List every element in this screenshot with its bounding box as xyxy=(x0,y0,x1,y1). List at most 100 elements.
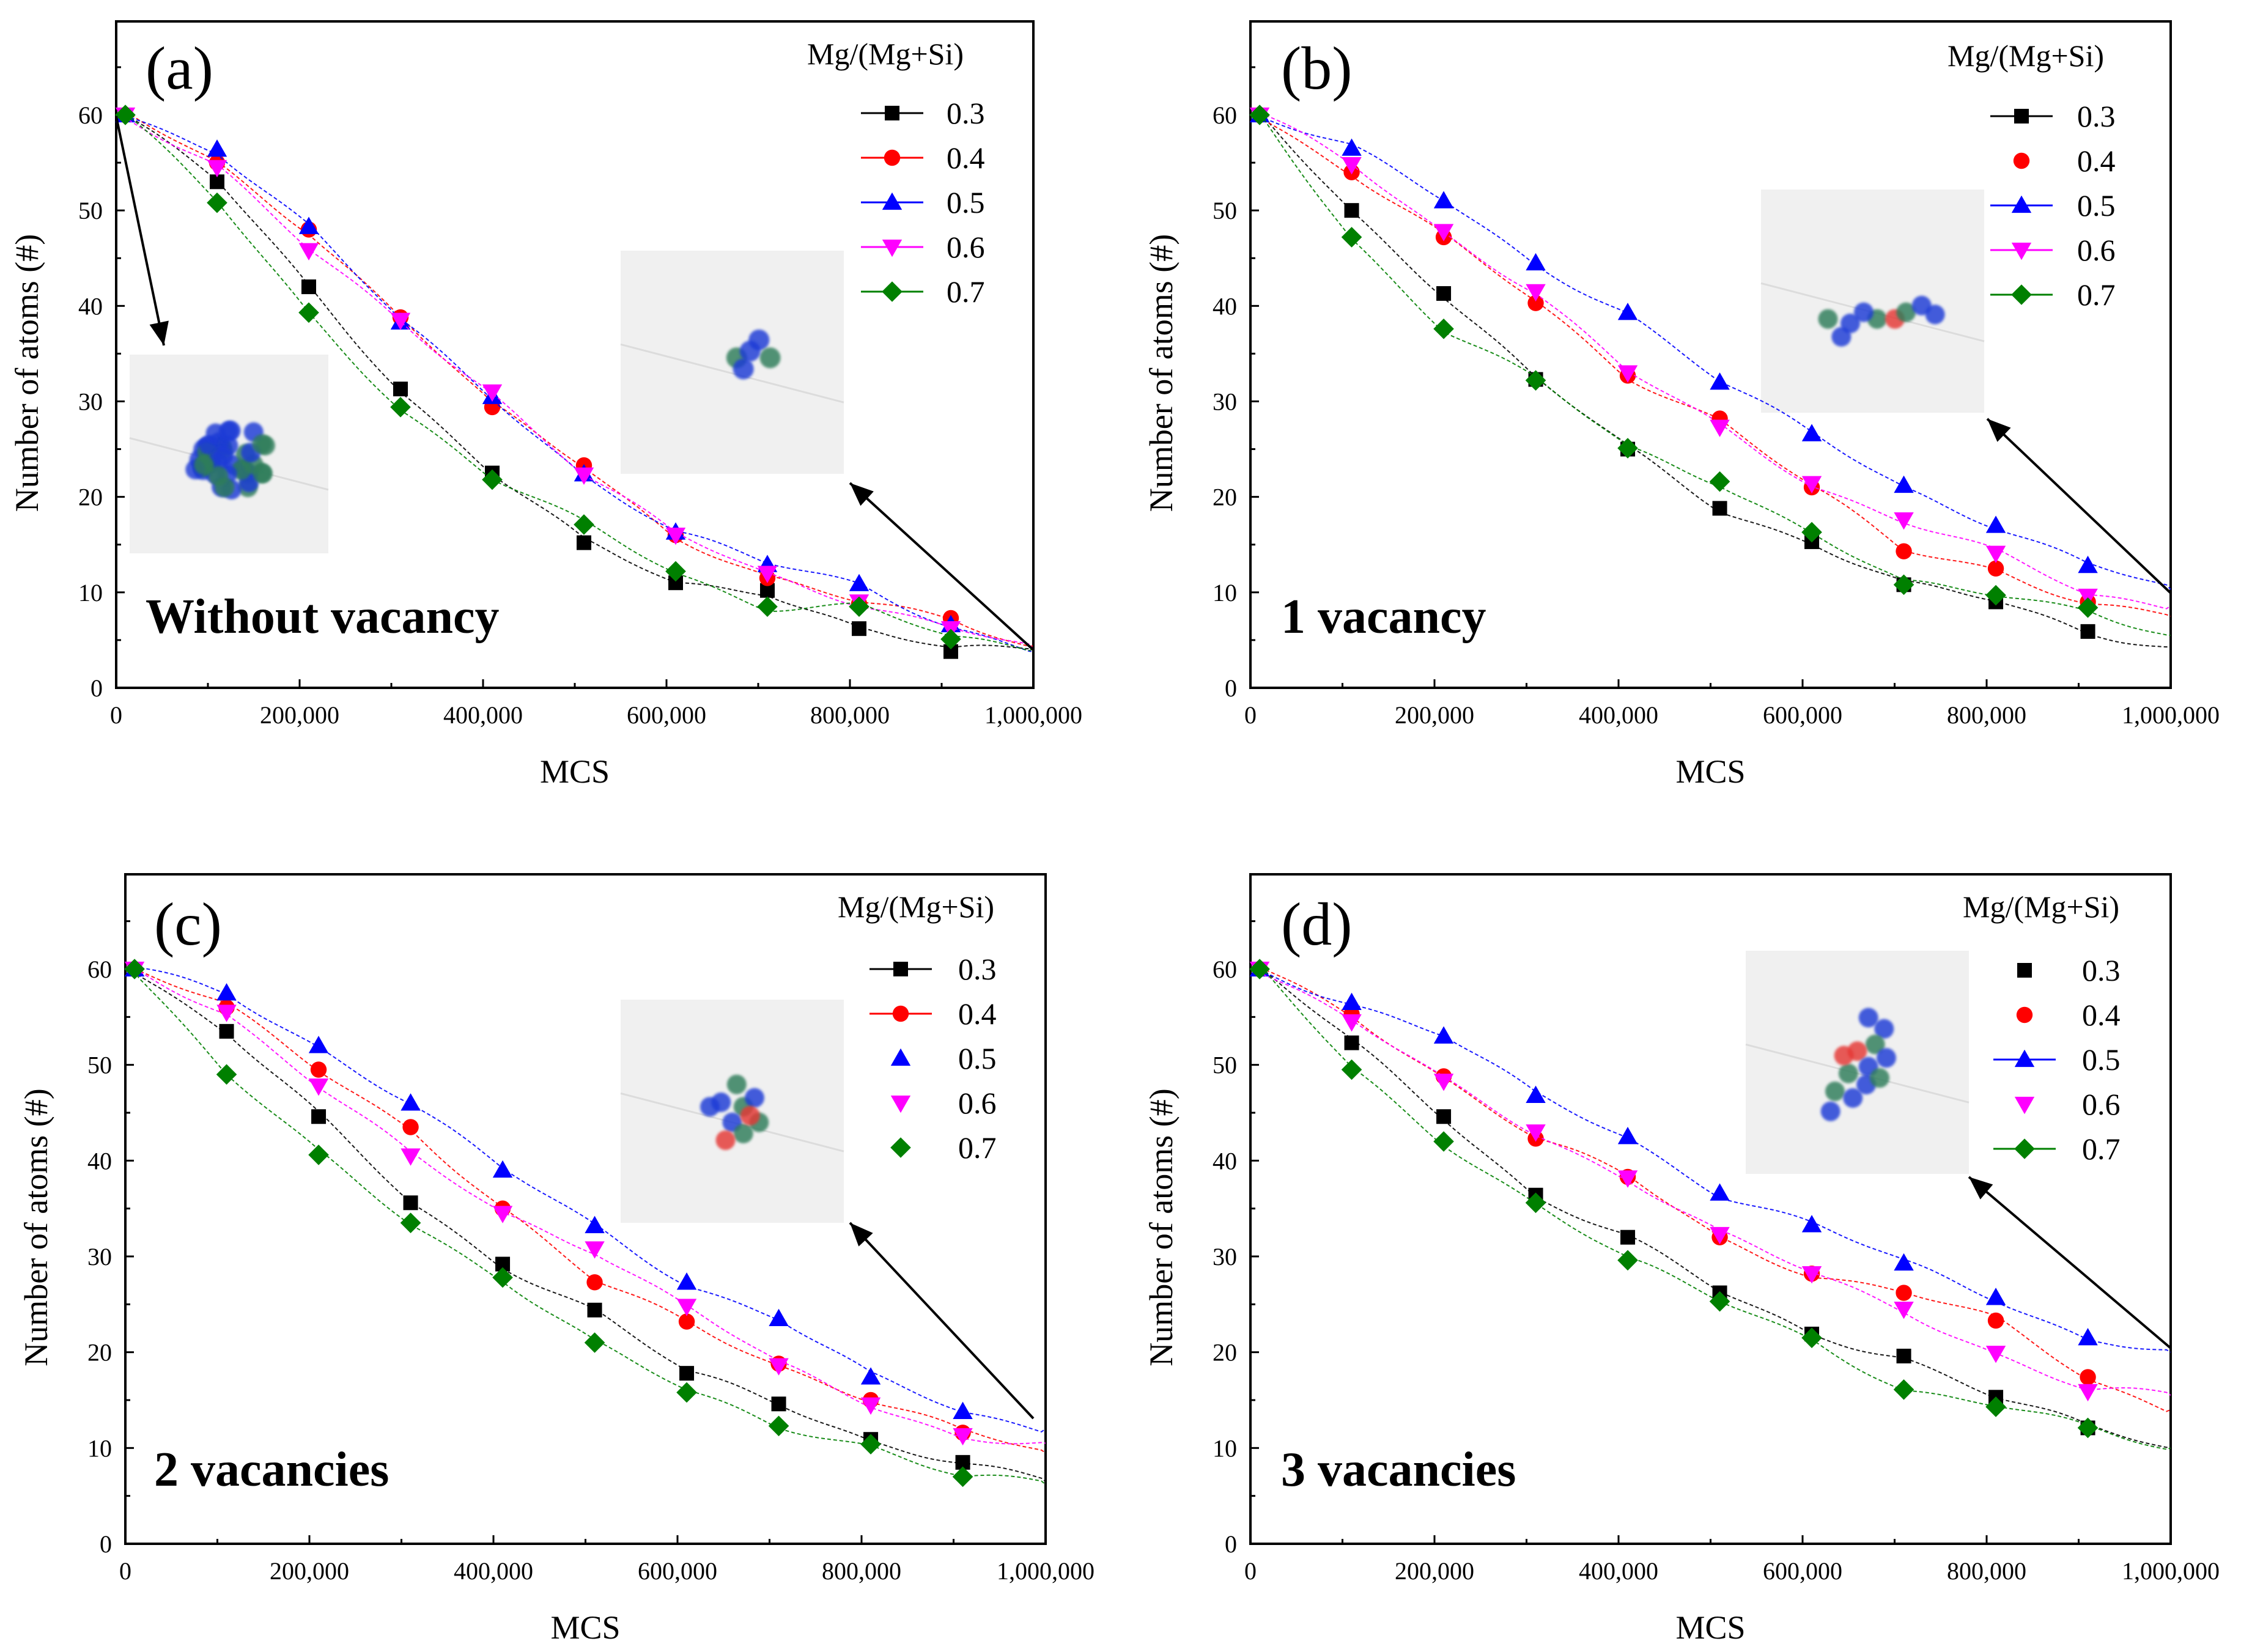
arrow-final-head xyxy=(850,1223,873,1247)
legend-label: 0.5 xyxy=(958,1041,997,1075)
atom xyxy=(726,1074,747,1094)
y-tick-label: 0 xyxy=(90,674,103,702)
panel-label: (b) xyxy=(1281,34,1353,102)
legend-entry: 0.3 xyxy=(861,96,985,130)
legend-label: 0.7 xyxy=(2077,278,2116,312)
data-point xyxy=(574,467,594,485)
y-tick-label: 60 xyxy=(78,101,103,129)
x-tick-label: 800,000 xyxy=(1947,701,2026,729)
data-point xyxy=(1433,1131,1454,1152)
data-point xyxy=(584,1332,605,1353)
x-tick-label: 0 xyxy=(119,1557,131,1585)
y-tick-label: 10 xyxy=(78,579,103,607)
inset-cluster-initial xyxy=(129,355,329,553)
data-point xyxy=(1526,1085,1546,1103)
data-point xyxy=(2011,195,2032,213)
atom xyxy=(1865,1034,1885,1055)
legend-entry: 0.6 xyxy=(2014,1087,2121,1121)
legend: Mg/(Mg+Si) 0.3 0.4 0.5 0.6 0.7 xyxy=(1963,890,2121,1166)
data-point xyxy=(298,243,319,260)
data-point xyxy=(882,239,903,257)
data-point xyxy=(301,279,316,295)
x-tick-label: 800,000 xyxy=(810,701,890,729)
legend-entry: 0.5 xyxy=(890,1041,997,1075)
data-point xyxy=(1526,284,1546,302)
x-axis-title: MCS xyxy=(1675,753,1745,790)
y-tick-label: 40 xyxy=(1213,292,1237,320)
legend-entry: 0.5 xyxy=(861,185,985,219)
y-tick-label: 20 xyxy=(1213,1339,1237,1366)
inset-cluster-final-plane xyxy=(620,343,844,404)
atom xyxy=(759,347,781,369)
data-point xyxy=(216,983,237,1001)
data-point xyxy=(1985,584,2006,606)
legend-label: 0.4 xyxy=(2082,998,2121,1032)
atom xyxy=(1831,326,1852,347)
data-point xyxy=(676,1272,697,1290)
data-point xyxy=(2014,1049,2035,1068)
legend-entry: 0.5 xyxy=(1990,188,2116,223)
legend: Mg/(Mg+Si) 0.3 0.4 0.5 0.6 0.7 xyxy=(1947,39,2116,312)
data-point xyxy=(882,192,903,210)
atom xyxy=(218,421,238,441)
atom xyxy=(1896,302,1916,322)
y-tick-label: 30 xyxy=(1213,388,1237,416)
y-tick-label: 20 xyxy=(78,484,103,511)
legend-label: 0.3 xyxy=(958,952,997,986)
data-point xyxy=(586,1274,603,1291)
atom xyxy=(1858,1008,1878,1028)
data-point xyxy=(1433,224,1454,242)
data-point xyxy=(1617,1126,1638,1145)
series-0-3 xyxy=(1252,962,2171,1449)
arrow-final-head xyxy=(850,483,874,506)
y-axis-title: Number of atoms (#) xyxy=(18,1088,54,1366)
data-point xyxy=(585,1241,605,1259)
atom xyxy=(1870,1068,1889,1088)
x-tick-label: 400,000 xyxy=(454,1557,533,1585)
legend-label: 0.6 xyxy=(958,1086,997,1120)
y-tick-label: 0 xyxy=(1225,674,1237,702)
data-point xyxy=(1987,1312,2004,1329)
atom xyxy=(1838,1063,1858,1083)
x-tick-label: 1,000,000 xyxy=(2122,701,2220,729)
condition-label: 2 vacancies xyxy=(154,1443,389,1497)
data-point xyxy=(893,962,908,976)
data-point xyxy=(207,192,227,213)
data-point xyxy=(952,1466,973,1488)
data-point xyxy=(665,561,686,582)
inset-cluster-final xyxy=(620,251,844,474)
series-0-5 xyxy=(1249,959,2171,1353)
legend-label: 0.5 xyxy=(2077,188,2116,223)
data-point xyxy=(953,1428,973,1446)
data-point xyxy=(1620,1230,1636,1245)
data-point xyxy=(1801,1215,1822,1233)
y-tick-label: 60 xyxy=(87,956,112,983)
inset-cluster-final xyxy=(1760,190,1985,413)
data-point xyxy=(1710,372,1730,390)
x-tick-label: 200,000 xyxy=(1395,1557,1474,1585)
data-point xyxy=(207,139,227,157)
inset-layer xyxy=(129,190,1985,1223)
data-point xyxy=(2014,1138,2035,1159)
legend-label: 0.4 xyxy=(2077,144,2116,178)
data-point xyxy=(1801,476,1822,494)
data-point xyxy=(1433,1026,1454,1044)
y-axis-title: Number of atoms (#) xyxy=(9,234,45,512)
data-point xyxy=(1896,1285,1912,1301)
x-tick-label: 1,000,000 xyxy=(984,701,1082,729)
data-point xyxy=(757,596,778,618)
data-point xyxy=(298,302,319,323)
data-point xyxy=(2011,284,2032,305)
x-tick-label: 200,000 xyxy=(260,701,339,729)
arrow-initial-head xyxy=(149,320,169,345)
series-0-4 xyxy=(1251,961,2171,1412)
y-tick-label: 40 xyxy=(1213,1147,1237,1174)
data-point xyxy=(757,566,778,583)
data-point xyxy=(216,1005,237,1022)
y-tick-label: 20 xyxy=(1213,484,1237,511)
data-point xyxy=(1710,1183,1730,1201)
data-point xyxy=(1617,365,1638,383)
data-point xyxy=(2077,597,2099,618)
data-point xyxy=(1617,1250,1638,1271)
series-0-4 xyxy=(126,961,1046,1454)
